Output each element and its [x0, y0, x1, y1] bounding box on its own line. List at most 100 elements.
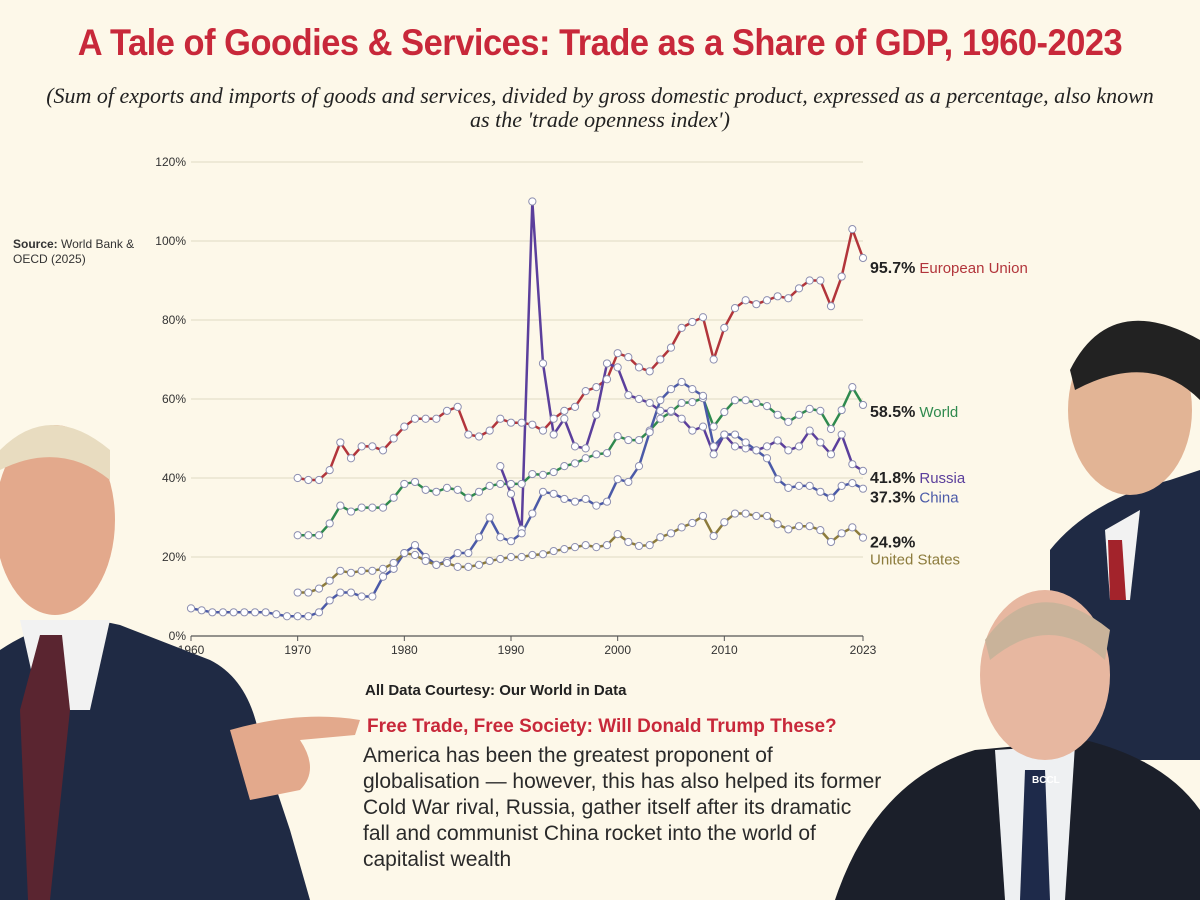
data-point-european-union [410, 414, 420, 423]
data-point-china [805, 481, 814, 490]
data-point-european-union [528, 420, 537, 429]
data-point-world [346, 507, 356, 516]
data-point-russia [730, 442, 740, 451]
data-point-world [560, 462, 569, 471]
data-point-united-states [720, 518, 729, 527]
data-point-united-states [336, 566, 345, 575]
data-point-united-states [709, 531, 718, 541]
data-point-china [581, 494, 590, 504]
data-point-european-union [549, 414, 558, 423]
y-tick-label: 40% [162, 471, 186, 485]
data-point-china [314, 608, 324, 617]
series-label-united-states: 24.9% United States [870, 535, 960, 569]
data-point-china [709, 442, 718, 451]
series-label-world: 58.5% World [870, 404, 958, 421]
data-point-united-states [496, 554, 505, 564]
data-point-russia [645, 398, 654, 408]
series-line-china [190, 380, 864, 618]
data-point-world [741, 396, 750, 405]
data-point-united-states [677, 523, 686, 532]
data-point-russia [581, 444, 590, 453]
data-point-european-union [656, 355, 665, 364]
data-point-world [592, 450, 601, 459]
data-point-world [826, 424, 836, 434]
x-tick-label: 2010 [711, 643, 738, 657]
data-point-united-states [432, 560, 441, 570]
data-point-european-union [794, 284, 804, 293]
data-point-european-union [848, 225, 857, 234]
data-point-world [752, 398, 761, 408]
data-point-european-union [784, 294, 793, 303]
data-point-china [762, 454, 772, 463]
data-point-world [773, 410, 782, 419]
data-point-world [549, 467, 558, 477]
series-name-label: United States [870, 552, 960, 569]
data-point-united-states [666, 529, 676, 538]
data-point-european-union [666, 343, 676, 352]
data-point-european-union [432, 414, 441, 423]
data-point-world [410, 477, 420, 487]
data-point-united-states [485, 556, 494, 566]
data-point-china [720, 430, 729, 439]
data-point-european-union [368, 442, 377, 451]
data-point-european-union [421, 414, 430, 423]
data-point-european-union [336, 438, 345, 447]
data-point-united-states [442, 558, 452, 568]
watermark: BCCL [1032, 775, 1060, 786]
y-tick-label: 60% [162, 392, 186, 406]
data-point-european-union [688, 317, 697, 327]
donald-trump-photo [0, 425, 360, 900]
data-point-russia [496, 462, 505, 471]
data-point-china [848, 479, 857, 488]
data-point-russia [506, 489, 516, 498]
data-point-russia [794, 442, 804, 451]
series-label-russia: 41.8% Russia [870, 470, 966, 487]
data-point-china [752, 446, 761, 455]
data-point-united-states [421, 556, 430, 566]
data-point-russia [570, 442, 580, 451]
data-point-european-union [805, 276, 814, 285]
data-point-china [357, 592, 366, 601]
data-point-china [261, 608, 270, 617]
data-point-world [688, 398, 697, 407]
data-point-european-union [816, 276, 825, 285]
data-point-china [186, 604, 196, 613]
data-point-european-union [474, 432, 484, 441]
end-value-label: 95.7% [870, 260, 915, 277]
data-point-china [677, 377, 686, 387]
source-label: Source: [13, 237, 58, 251]
data-point-united-states [474, 560, 484, 570]
data-point-european-union [496, 414, 505, 423]
data-point-world [730, 396, 740, 405]
data-point-world [805, 404, 814, 413]
data-point-european-union [485, 426, 494, 435]
data-point-european-union [762, 296, 772, 305]
data-point-united-states [698, 511, 708, 521]
data-point-russia [560, 414, 569, 423]
series-line-russia [499, 200, 864, 531]
data-point-world [453, 485, 462, 494]
data-point-china [325, 596, 334, 605]
data-point-united-states [837, 529, 846, 538]
data-point-china [666, 385, 676, 394]
data-point-china [560, 494, 569, 504]
data-point-china [218, 608, 228, 617]
data-point-united-states [592, 543, 601, 552]
data-point-united-states [741, 509, 750, 518]
data-point-china [816, 487, 825, 496]
data-point-european-union [677, 323, 686, 332]
data-point-russia [602, 359, 612, 368]
data-point-china [485, 513, 494, 522]
data-point-russia [624, 390, 633, 400]
data-point-world [794, 410, 804, 419]
data-point-european-union [752, 300, 761, 309]
data-point-united-states [560, 545, 569, 554]
data-point-china [378, 572, 388, 581]
data-point-european-union [602, 375, 612, 384]
data-point-world [400, 479, 409, 489]
data-point-china [368, 592, 377, 601]
data-point-world [784, 417, 793, 427]
data-point-european-union [613, 349, 622, 358]
data-point-united-states [453, 562, 462, 571]
